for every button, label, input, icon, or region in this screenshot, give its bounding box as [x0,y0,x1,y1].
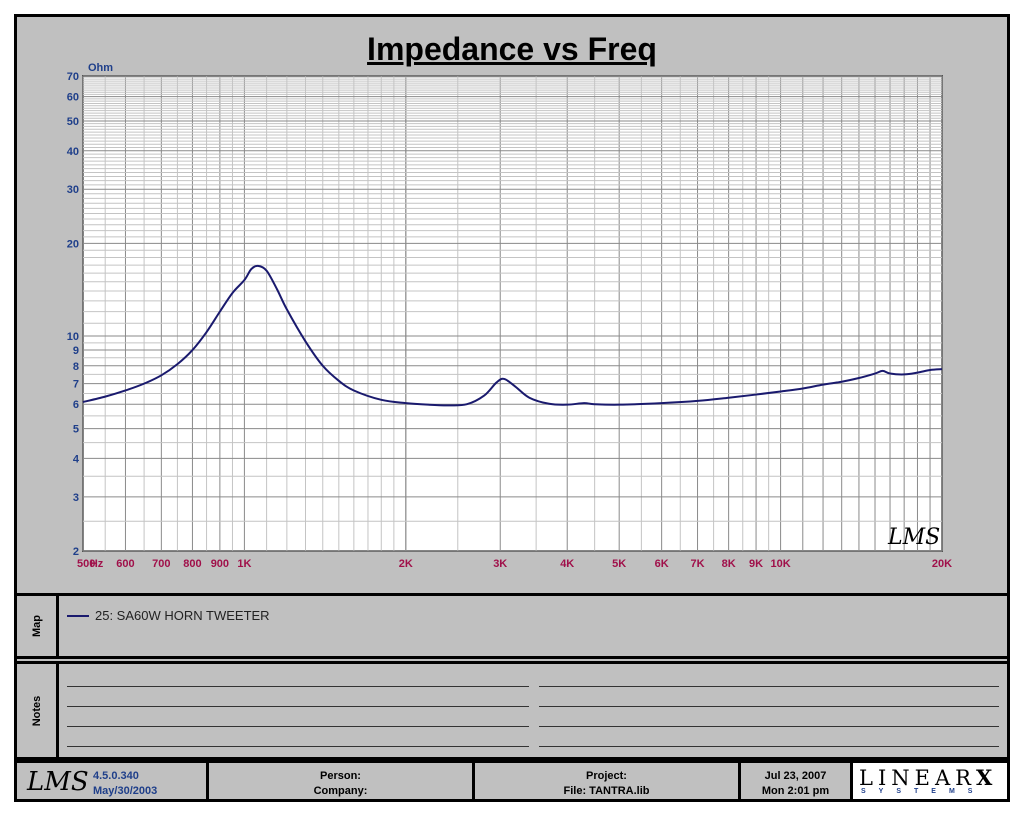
note-line [67,706,529,707]
brand-main: LINEAR [859,766,976,790]
print-date: Jul 23, 2007 [764,770,827,782]
x-tick-label: 800 [183,558,201,570]
notes-label: Notes [30,695,43,726]
note-line [67,686,529,687]
file-label: File: TANTRA.lib [563,785,650,797]
company-label: Company: [313,785,368,797]
lms-watermark: LMS [887,525,940,550]
footer-version-cell: LMS 4.5.0.340 May/30/2003 [17,763,209,799]
footer-brand-cell: LINEARX SYSTEMS [853,763,1007,799]
map-section: Map 25: SA60W HORN TWEETER [14,593,1010,659]
y-axis-ticks: 2 3 4 5 6 7 8 9 10 20 30 40 50 60 70 [67,71,80,558]
lms-logo: LMS [27,767,89,797]
legend-entry: 25: SA60W HORN TWEETER [67,608,270,623]
x-tick-label: 600 [116,558,134,570]
y-tick-label: 3 [73,492,79,504]
print-time: Mon 2:01 pm [761,785,830,797]
y-tick-label: 20 [67,238,79,250]
x-tick-label: Hz [90,558,104,570]
y-axis-unit: Ohm [88,62,113,74]
y-tick-label: 30 [67,184,79,196]
y-tick-label: 60 [67,92,79,104]
x-tick-label: 9K [749,558,763,570]
x-tick-label: 20K [932,558,952,570]
x-tick-label: 10K [770,558,790,570]
x-tick-label: 8K [722,558,736,570]
y-tick-label: 6 [73,399,79,411]
note-line [67,726,529,727]
legend-label: 25: SA60W HORN TWEETER [95,608,270,623]
series-group [82,264,943,407]
y-tick-label: 5 [73,424,79,436]
brand-sub: SYSTEMS [861,788,986,795]
footer-date-cell: Jul 23, 2007 Mon 2:01 pm [741,763,853,799]
project-label: Project: [586,770,627,782]
x-tick-label: 900 [211,558,229,570]
notes-label-cell: Notes [17,664,59,757]
y-tick-label: 40 [67,146,79,158]
version-number: 4.5.0.340 [93,770,139,782]
note-line [539,726,999,727]
version-date: May/30/2003 [93,785,158,797]
x-tick-label: 2K [399,558,413,570]
grid-lines [82,75,943,552]
x-tick-label: 700 [152,558,170,570]
map-label: Map [30,615,43,637]
footer-project-cell: Project: File: TANTRA.lib [475,763,741,799]
x-tick-label: 5K [612,558,626,570]
y-tick-label: 9 [73,345,79,357]
x-tick-label: 3K [493,558,507,570]
note-line [67,746,529,747]
linearx-logo: LINEARX [859,765,997,790]
y-tick-label: 8 [73,361,79,373]
y-tick-label: 4 [73,453,80,465]
note-line [539,706,999,707]
footer-person-cell: Person: Company: [209,763,475,799]
notes-section: Notes [14,661,1010,760]
y-tick-label: 10 [67,331,79,343]
y-tick-label: 7 [73,379,79,391]
x-tick-label: 6K [655,558,669,570]
y-tick-label: 2 [73,546,79,558]
legend-swatch [67,614,89,617]
x-tick-label: 4K [560,558,574,570]
note-line [539,746,999,747]
x-tick-label: 7K [691,558,705,570]
x-tick-label: 500 [77,558,95,570]
note-line [539,686,999,687]
chart-title: Impedance vs Freq [367,31,657,67]
y-tick-label: 50 [67,116,79,128]
brand-x: X [975,765,998,790]
footer: LMS 4.5.0.340 May/30/2003 Person: Compan… [14,760,1010,802]
x-tick-label: 1K [237,558,251,570]
series-line-sa60w-horn-tweeter [82,264,943,407]
y-tick-label: 70 [67,71,79,83]
person-label: Person: [320,770,361,782]
map-label-cell: Map [17,596,59,656]
version-info: 4.5.0.340 May/30/2003 [93,769,157,799]
